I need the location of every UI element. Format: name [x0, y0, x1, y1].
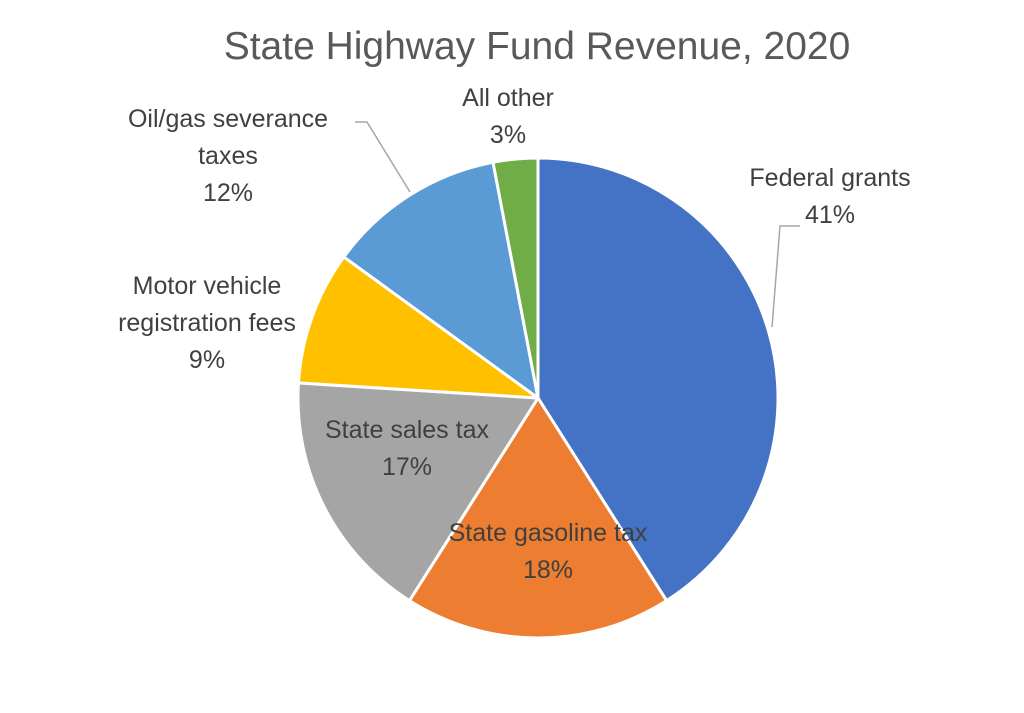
leader-line-oil-gas-severance-taxes [355, 121, 411, 193]
leader-lines [355, 121, 800, 328]
slice-label-name: registration fees [118, 309, 296, 337]
slice-label-name: Federal grants [749, 164, 910, 192]
slice-label-name: State gasoline tax [449, 519, 648, 547]
slice-label-all-other: All other 3% [462, 84, 554, 149]
pie-slice-motor-vehicle-registration-fees [296, 255, 540, 400]
slice-label-name: Motor vehicle [133, 272, 282, 300]
pie-slice-state-gasoline-tax [407, 396, 669, 640]
slice-label-value: 18% [523, 556, 573, 584]
slice-label-value: 12% [203, 179, 253, 207]
slice-label-name: State sales tax [325, 416, 489, 444]
slice-label-name: Oil/gas severance [128, 105, 328, 133]
slice-label-value: 3% [490, 121, 526, 149]
pie-slice-all-other [491, 156, 540, 400]
leader-line-federal-grants [771, 225, 800, 328]
pie-slices [296, 156, 780, 640]
pie-slice-state-sales-tax [296, 381, 540, 603]
slice-label-name: taxes [198, 142, 258, 170]
chart-title: State Highway Fund Revenue, 2020 [224, 25, 851, 68]
slice-label-federal-grants: Federal grants 41% [749, 164, 910, 229]
slice-label-oil-gas-severance-taxes: Oil/gas severance taxes 12% [128, 105, 328, 207]
slice-label-state-gasoline-tax: State gasoline tax 18% [449, 519, 648, 584]
slice-label-value: 9% [189, 346, 225, 374]
slice-label-motor-vehicle-registration-fees: Motor vehicle registration fees 9% [118, 272, 296, 374]
slice-label-state-sales-tax: State sales tax 17% [325, 416, 489, 481]
slice-label-value: 17% [382, 453, 432, 481]
pie-slice-oil-gas-severance-taxes [342, 160, 540, 400]
slice-label-value: 41% [805, 201, 855, 229]
slice-label-name: All other [462, 84, 554, 112]
